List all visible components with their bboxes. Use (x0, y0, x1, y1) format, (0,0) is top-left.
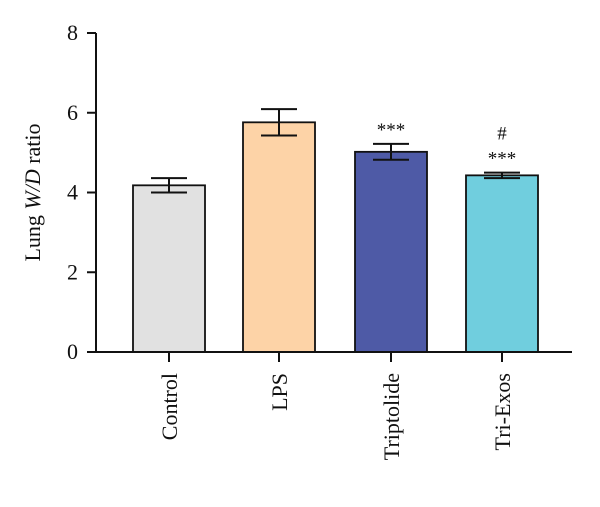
error-bar (261, 108, 297, 137)
hash-significance-marker: # (497, 124, 507, 145)
x-axis: Control LPS Triptolide Tri-Exos (96, 351, 572, 460)
y-axis-label-italic-part: W/D (20, 169, 45, 209)
y-axis-label: Lung W/D ratio (20, 123, 45, 261)
x-tick-label: Control (157, 373, 182, 440)
y-axis-label-part: ratio (20, 123, 45, 169)
significance-annotations: *** # *** (377, 120, 517, 170)
x-tick-label: Triptolide (379, 373, 404, 460)
y-tick-label: 4 (67, 180, 78, 205)
bar-triptolide (354, 150, 428, 353)
bar-lps (242, 121, 316, 353)
y-tick-label: 8 (67, 20, 78, 45)
y-tick-label: 0 (67, 339, 78, 364)
bars (132, 121, 539, 353)
x-tick-label: Tri-Exos (490, 373, 515, 450)
y-axis-label-part: Lung (20, 210, 45, 262)
bar-control (132, 184, 206, 353)
y-tick-label: 6 (67, 100, 78, 125)
y-tick-label: 2 (67, 259, 78, 284)
error-bars (151, 108, 520, 194)
error-bar (151, 177, 187, 194)
x-tick-label: LPS (267, 373, 292, 411)
star-significance-marker: *** (377, 120, 406, 141)
error-bar (373, 142, 409, 161)
error-bar (484, 171, 520, 180)
bar-tri-exos (465, 174, 539, 353)
star-significance-marker: *** (488, 149, 517, 170)
y-axis: 0 2 4 6 8 (67, 20, 97, 364)
